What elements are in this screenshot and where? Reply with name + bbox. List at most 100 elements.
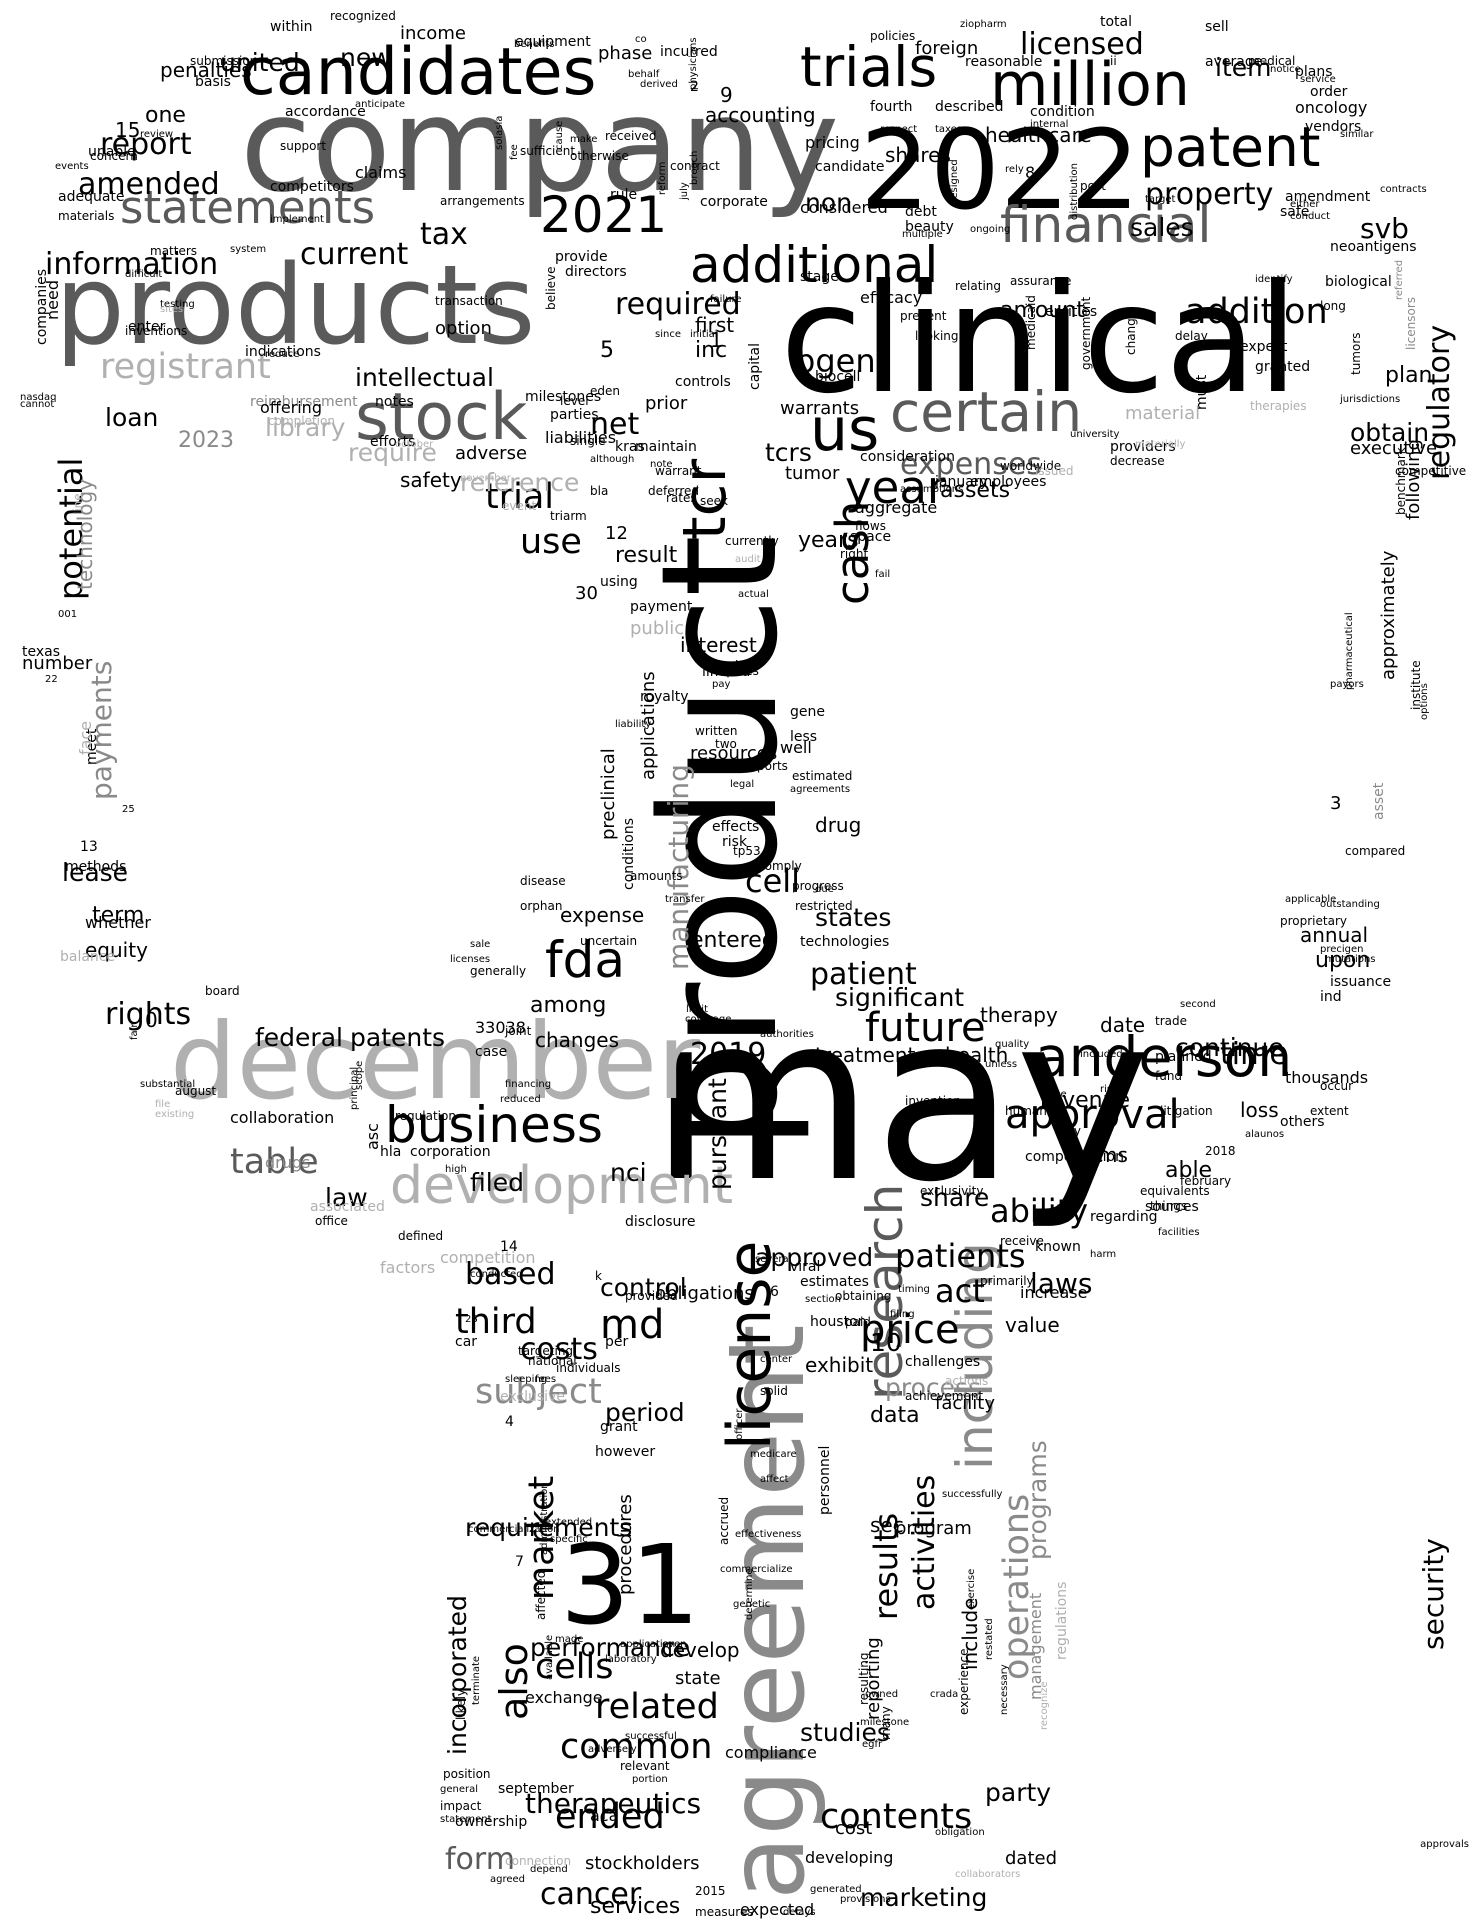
word-unless-342: unless bbox=[985, 1059, 1018, 1070]
word-crada-408: crada bbox=[930, 1689, 959, 1700]
word-continue-122: continue bbox=[1175, 1033, 1284, 1062]
word-challenges-383: challenges bbox=[905, 1354, 981, 1370]
word-company-3: company bbox=[240, 69, 840, 221]
word-relating-544: relating bbox=[955, 279, 1002, 293]
word-15-241: 15 bbox=[115, 118, 141, 142]
word-affect-391: affect bbox=[760, 1474, 789, 1485]
word-upon-123: upon bbox=[1315, 948, 1371, 973]
word-6-256: 6 bbox=[770, 1284, 779, 1300]
word-31-8: 31 bbox=[560, 1521, 700, 1649]
word-primarily-372: primarily bbox=[980, 1274, 1034, 1288]
word-determine-397: determine bbox=[744, 1568, 755, 1620]
word-authorities-340: authorities bbox=[760, 1029, 814, 1040]
word-however-388: however bbox=[595, 1444, 656, 1460]
word-date-125: date bbox=[1100, 1013, 1146, 1037]
word-agreements-318: agreements bbox=[790, 784, 851, 795]
word-expect-186: expect bbox=[1240, 339, 1288, 355]
word-corporation-469: corporation bbox=[410, 1144, 491, 1160]
word-center-382: center bbox=[760, 1354, 793, 1365]
word-need-272: need bbox=[43, 280, 62, 320]
word-accordance-236: accordance bbox=[285, 104, 366, 120]
word-recognize-413: recognize bbox=[1039, 1681, 1050, 1730]
word-royalty-192: royalty bbox=[640, 689, 689, 705]
word-33038-265: 33038 bbox=[475, 1018, 526, 1037]
word-parties-205: parties bbox=[550, 407, 599, 423]
word-us-20: us bbox=[810, 395, 880, 465]
word-candidate-231: candidate bbox=[815, 159, 885, 175]
word-physicians-520: physicians bbox=[688, 37, 699, 90]
word-solasia-528: solasia bbox=[494, 115, 505, 150]
word-fourth-228: fourth bbox=[870, 99, 913, 115]
word-services-87: services bbox=[590, 1894, 681, 1919]
word-14-260: 14 bbox=[500, 1239, 518, 1255]
word-worldwide-557: worldwide bbox=[1000, 459, 1062, 473]
word-medicaid-549: medicaid bbox=[1024, 295, 1038, 350]
word-sale-334: sale bbox=[470, 939, 491, 950]
word-flows-302: flows bbox=[855, 519, 886, 533]
word-anderson-18: anderson bbox=[1035, 1025, 1293, 1089]
word-otherwise-234: otherwise bbox=[570, 149, 629, 163]
word-obligation-414: obligation bbox=[935, 1827, 985, 1838]
word-corporate-526: corporate bbox=[700, 194, 768, 210]
word-tcrs-108: tcrs bbox=[765, 438, 812, 467]
word-fail-303: fail bbox=[875, 569, 891, 580]
word-patent-16: patent bbox=[1140, 115, 1321, 179]
word-business-24: business bbox=[385, 1096, 603, 1154]
word-compensation-363: compensation bbox=[1025, 1149, 1124, 1165]
word-among-119: among bbox=[530, 993, 607, 1018]
word-notice-514: notice bbox=[1270, 64, 1301, 75]
word-milestones-206: milestones bbox=[525, 389, 602, 405]
word-28-263: 28 bbox=[465, 1314, 478, 1325]
word-liabilities-204: liabilities bbox=[545, 428, 617, 447]
word-per-449: per bbox=[605, 1334, 629, 1350]
word-additional-25: additional bbox=[690, 236, 939, 294]
word-expenses-52: expenses bbox=[900, 447, 1042, 482]
word-milestone-403: milestone bbox=[860, 1717, 910, 1728]
word-derived-518: derived bbox=[640, 79, 678, 90]
word-may-0: may bbox=[650, 966, 1152, 1233]
word-government-550: government bbox=[1079, 296, 1093, 370]
word-referred-499: referred bbox=[1394, 259, 1405, 300]
word-public-200: public bbox=[630, 618, 685, 639]
word-studies-444: studies bbox=[800, 1718, 890, 1747]
word-fees-476: fees bbox=[535, 1374, 557, 1385]
word-university-554: university bbox=[1070, 429, 1120, 440]
word-service-513: service bbox=[1300, 74, 1336, 85]
word-amended-44: amended bbox=[78, 167, 220, 202]
word-events-270: events bbox=[55, 161, 89, 172]
word-approved-139: approved bbox=[755, 1243, 874, 1272]
word-use-50: use bbox=[520, 522, 582, 562]
word-compared-496: compared bbox=[1345, 844, 1406, 858]
word-7-258: 7 bbox=[515, 1554, 524, 1570]
word-tp53-321: tp53 bbox=[733, 844, 761, 858]
word-triarm-293: triarm bbox=[550, 509, 587, 523]
word-deferred-297: deferred bbox=[648, 484, 699, 498]
word-designed-535: designed bbox=[949, 159, 960, 205]
word-outstanding-489: outstanding bbox=[1320, 899, 1380, 910]
word-number-168: number bbox=[22, 653, 93, 674]
word-inc-96: inc bbox=[695, 338, 728, 363]
word-disease-328: disease bbox=[520, 874, 566, 888]
word-also-59: also bbox=[492, 1643, 536, 1720]
word-value-161: value bbox=[1005, 1313, 1060, 1337]
word-filed-135: filed bbox=[470, 1168, 524, 1197]
word-svb-100: svb bbox=[1360, 212, 1409, 245]
word-shares-102: shares bbox=[885, 143, 951, 167]
word-known-369: known bbox=[1035, 1239, 1081, 1255]
word-required-54: required bbox=[615, 287, 741, 322]
word-table-65: table bbox=[230, 1142, 319, 1182]
word-entered-117: entered bbox=[690, 928, 776, 953]
word-provide-177: provide bbox=[555, 249, 608, 265]
word-trials-15: trials bbox=[800, 35, 938, 99]
word-note-298: note bbox=[650, 459, 673, 470]
word-common-35: common bbox=[560, 1727, 713, 1767]
word-warrant-296: warrant bbox=[655, 464, 702, 478]
word-whether-167: whether bbox=[85, 913, 151, 932]
word-procedures-443: procedures bbox=[615, 1494, 636, 1595]
word-viral-373: viral bbox=[790, 1259, 821, 1275]
word-file-461: file bbox=[155, 1099, 171, 1110]
word-measures-418: measures bbox=[695, 1905, 754, 1919]
word-efforts-289: efforts bbox=[370, 434, 416, 450]
word-generated-420: generated bbox=[810, 1884, 862, 1895]
